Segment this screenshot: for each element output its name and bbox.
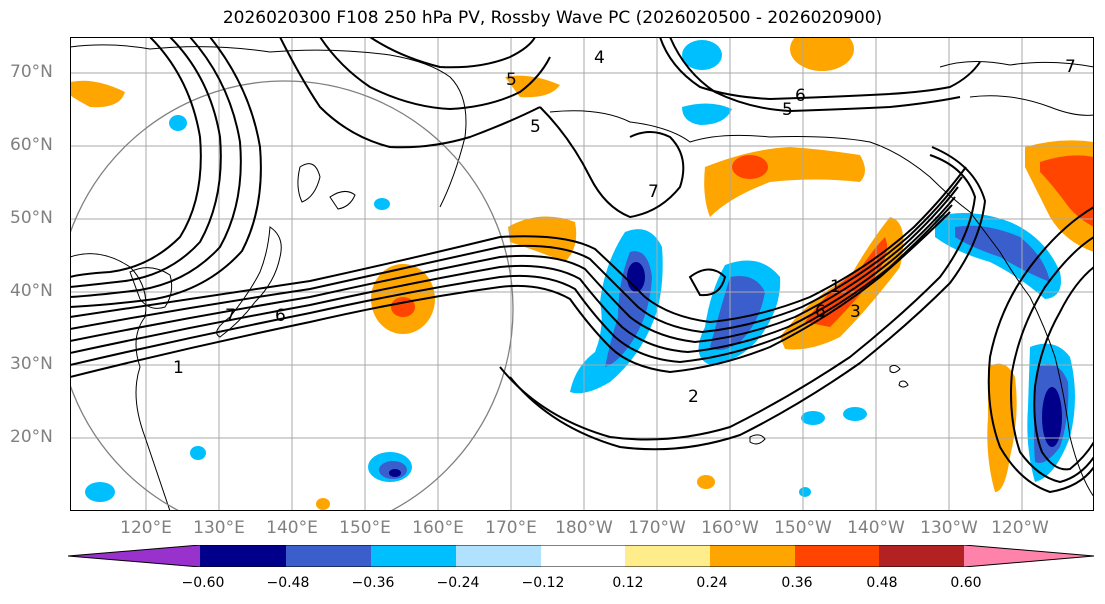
lon-label: 140°E: [266, 518, 318, 538]
contour-label: 1: [830, 277, 841, 297]
pv-contours: [70, 37, 1094, 494]
colorbar-segment: [625, 545, 710, 567]
lat-label: 40°N: [10, 281, 53, 301]
lat-label: 20°N: [10, 427, 53, 447]
colorbar-segment: [456, 545, 541, 567]
colorbar-segment: [371, 545, 456, 567]
contour-label: 5: [782, 100, 793, 120]
contour-label: 7: [1065, 57, 1076, 77]
colorbar-tick-label: −0.48: [266, 575, 310, 591]
lon-label: 120°E: [120, 518, 172, 538]
colorbar-segment: [710, 545, 795, 567]
lat-label: 70°N: [10, 62, 53, 82]
contour-label: 1: [173, 358, 184, 378]
colorbar-tick-label: −0.12: [521, 575, 565, 591]
lon-label: 150°E: [339, 518, 391, 538]
colorbar-outline: [68, 545, 1095, 567]
lon-label: 140°W: [847, 518, 905, 538]
colorbar-segment: [200, 545, 286, 567]
contour-label: 6: [815, 302, 826, 322]
lat-label: 30°N: [10, 354, 53, 374]
lon-label: 160°W: [701, 518, 759, 538]
colorbar-tick-label: 0.48: [866, 575, 898, 591]
colorbar-segment: [541, 545, 625, 567]
lon-label: 120°W: [991, 518, 1049, 538]
lat-label: 50°N: [10, 208, 53, 228]
colorbar-tick-label: 0.12: [612, 575, 644, 591]
lon-label: 170°E: [485, 518, 537, 538]
contour-label: 6: [795, 86, 806, 106]
map-background: [70, 37, 1094, 511]
map-title: 2026020300 F108 250 hPa PV, Rossby Wave …: [222, 8, 883, 28]
contour-label: 3: [850, 302, 861, 322]
contour-label: 2: [688, 387, 699, 407]
colorbar-segment: [879, 545, 964, 567]
reference-circle: [70, 80, 514, 511]
colorbar-extend-max: [964, 545, 1094, 567]
colorbar-tick-label: 0.24: [696, 575, 728, 591]
coastlines: [70, 44, 1094, 511]
colorbar-extend-min: [68, 545, 200, 567]
lon-label: 170°W: [628, 518, 686, 538]
lon-label: 130°W: [920, 518, 978, 538]
colorbar-tick-label: −0.24: [436, 575, 480, 591]
map-frame: [70, 37, 1094, 511]
lon-label: 180°W: [555, 518, 613, 538]
colorbar-tick-label: −0.60: [181, 575, 225, 591]
contour-label: 6: [275, 306, 286, 326]
colorbar-tick-label: −0.36: [351, 575, 395, 591]
lon-label: 130°E: [193, 518, 245, 538]
colorbar-segment: [795, 545, 879, 567]
lat-label: 60°N: [10, 135, 53, 155]
contour-label: 7: [225, 306, 236, 326]
contour-label: 7: [648, 182, 659, 202]
contour-labels: 4 5 5 6 5 7 7 6 1 2 1 3 6 7: [173, 48, 1076, 407]
colorbar-tick-label: 0.36: [781, 575, 813, 591]
lon-label: 160°E: [412, 518, 464, 538]
contour-label: 5: [530, 117, 541, 137]
colorbar-tick-label: 0.60: [950, 575, 982, 591]
contour-label: 5: [506, 70, 517, 90]
contour-label: 4: [594, 48, 605, 68]
colorbar: [68, 545, 1095, 567]
map-panel: 4 5 5 6 5 7 7 6 1 2 1 3 6 7: [70, 37, 1094, 511]
colorbar-segment: [286, 545, 371, 567]
lon-label: 150°W: [774, 518, 832, 538]
